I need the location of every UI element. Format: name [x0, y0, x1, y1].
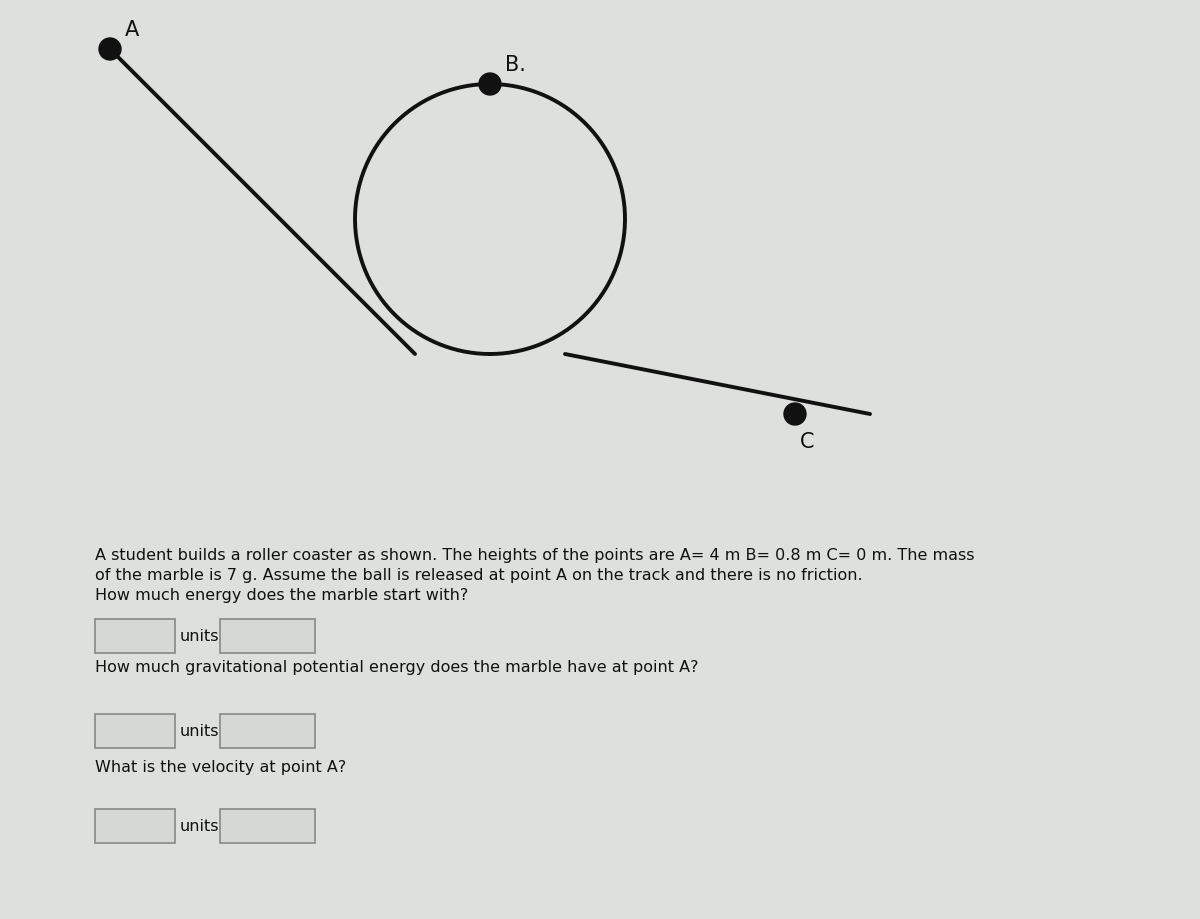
- Circle shape: [98, 39, 121, 61]
- Bar: [220, 714, 314, 748]
- Text: How much energy does the marble start with?: How much energy does the marble start wi…: [95, 587, 468, 602]
- Text: of the marble is 7 g. Assume the ball is released at point A on the track and th: of the marble is 7 g. Assume the ball is…: [95, 567, 863, 583]
- Circle shape: [479, 74, 502, 96]
- Text: How much gravitational potential energy does the marble have at point A?: How much gravitational potential energy …: [95, 659, 698, 675]
- Text: units: units: [180, 819, 220, 834]
- Text: A: A: [125, 20, 139, 40]
- Text: What is the velocity at point A?: What is the velocity at point A?: [95, 759, 347, 774]
- Bar: [95, 714, 175, 748]
- Bar: [95, 619, 175, 653]
- Bar: [220, 809, 314, 843]
- Circle shape: [784, 403, 806, 425]
- Text: A student builds a roller coaster as shown. The heights of the points are A= 4 m: A student builds a roller coaster as sho…: [95, 548, 974, 562]
- Bar: [95, 809, 175, 843]
- Text: units: units: [180, 724, 220, 739]
- Bar: [220, 619, 314, 653]
- Text: units: units: [180, 629, 220, 644]
- Text: B.: B.: [505, 55, 526, 75]
- Text: C: C: [800, 432, 815, 451]
